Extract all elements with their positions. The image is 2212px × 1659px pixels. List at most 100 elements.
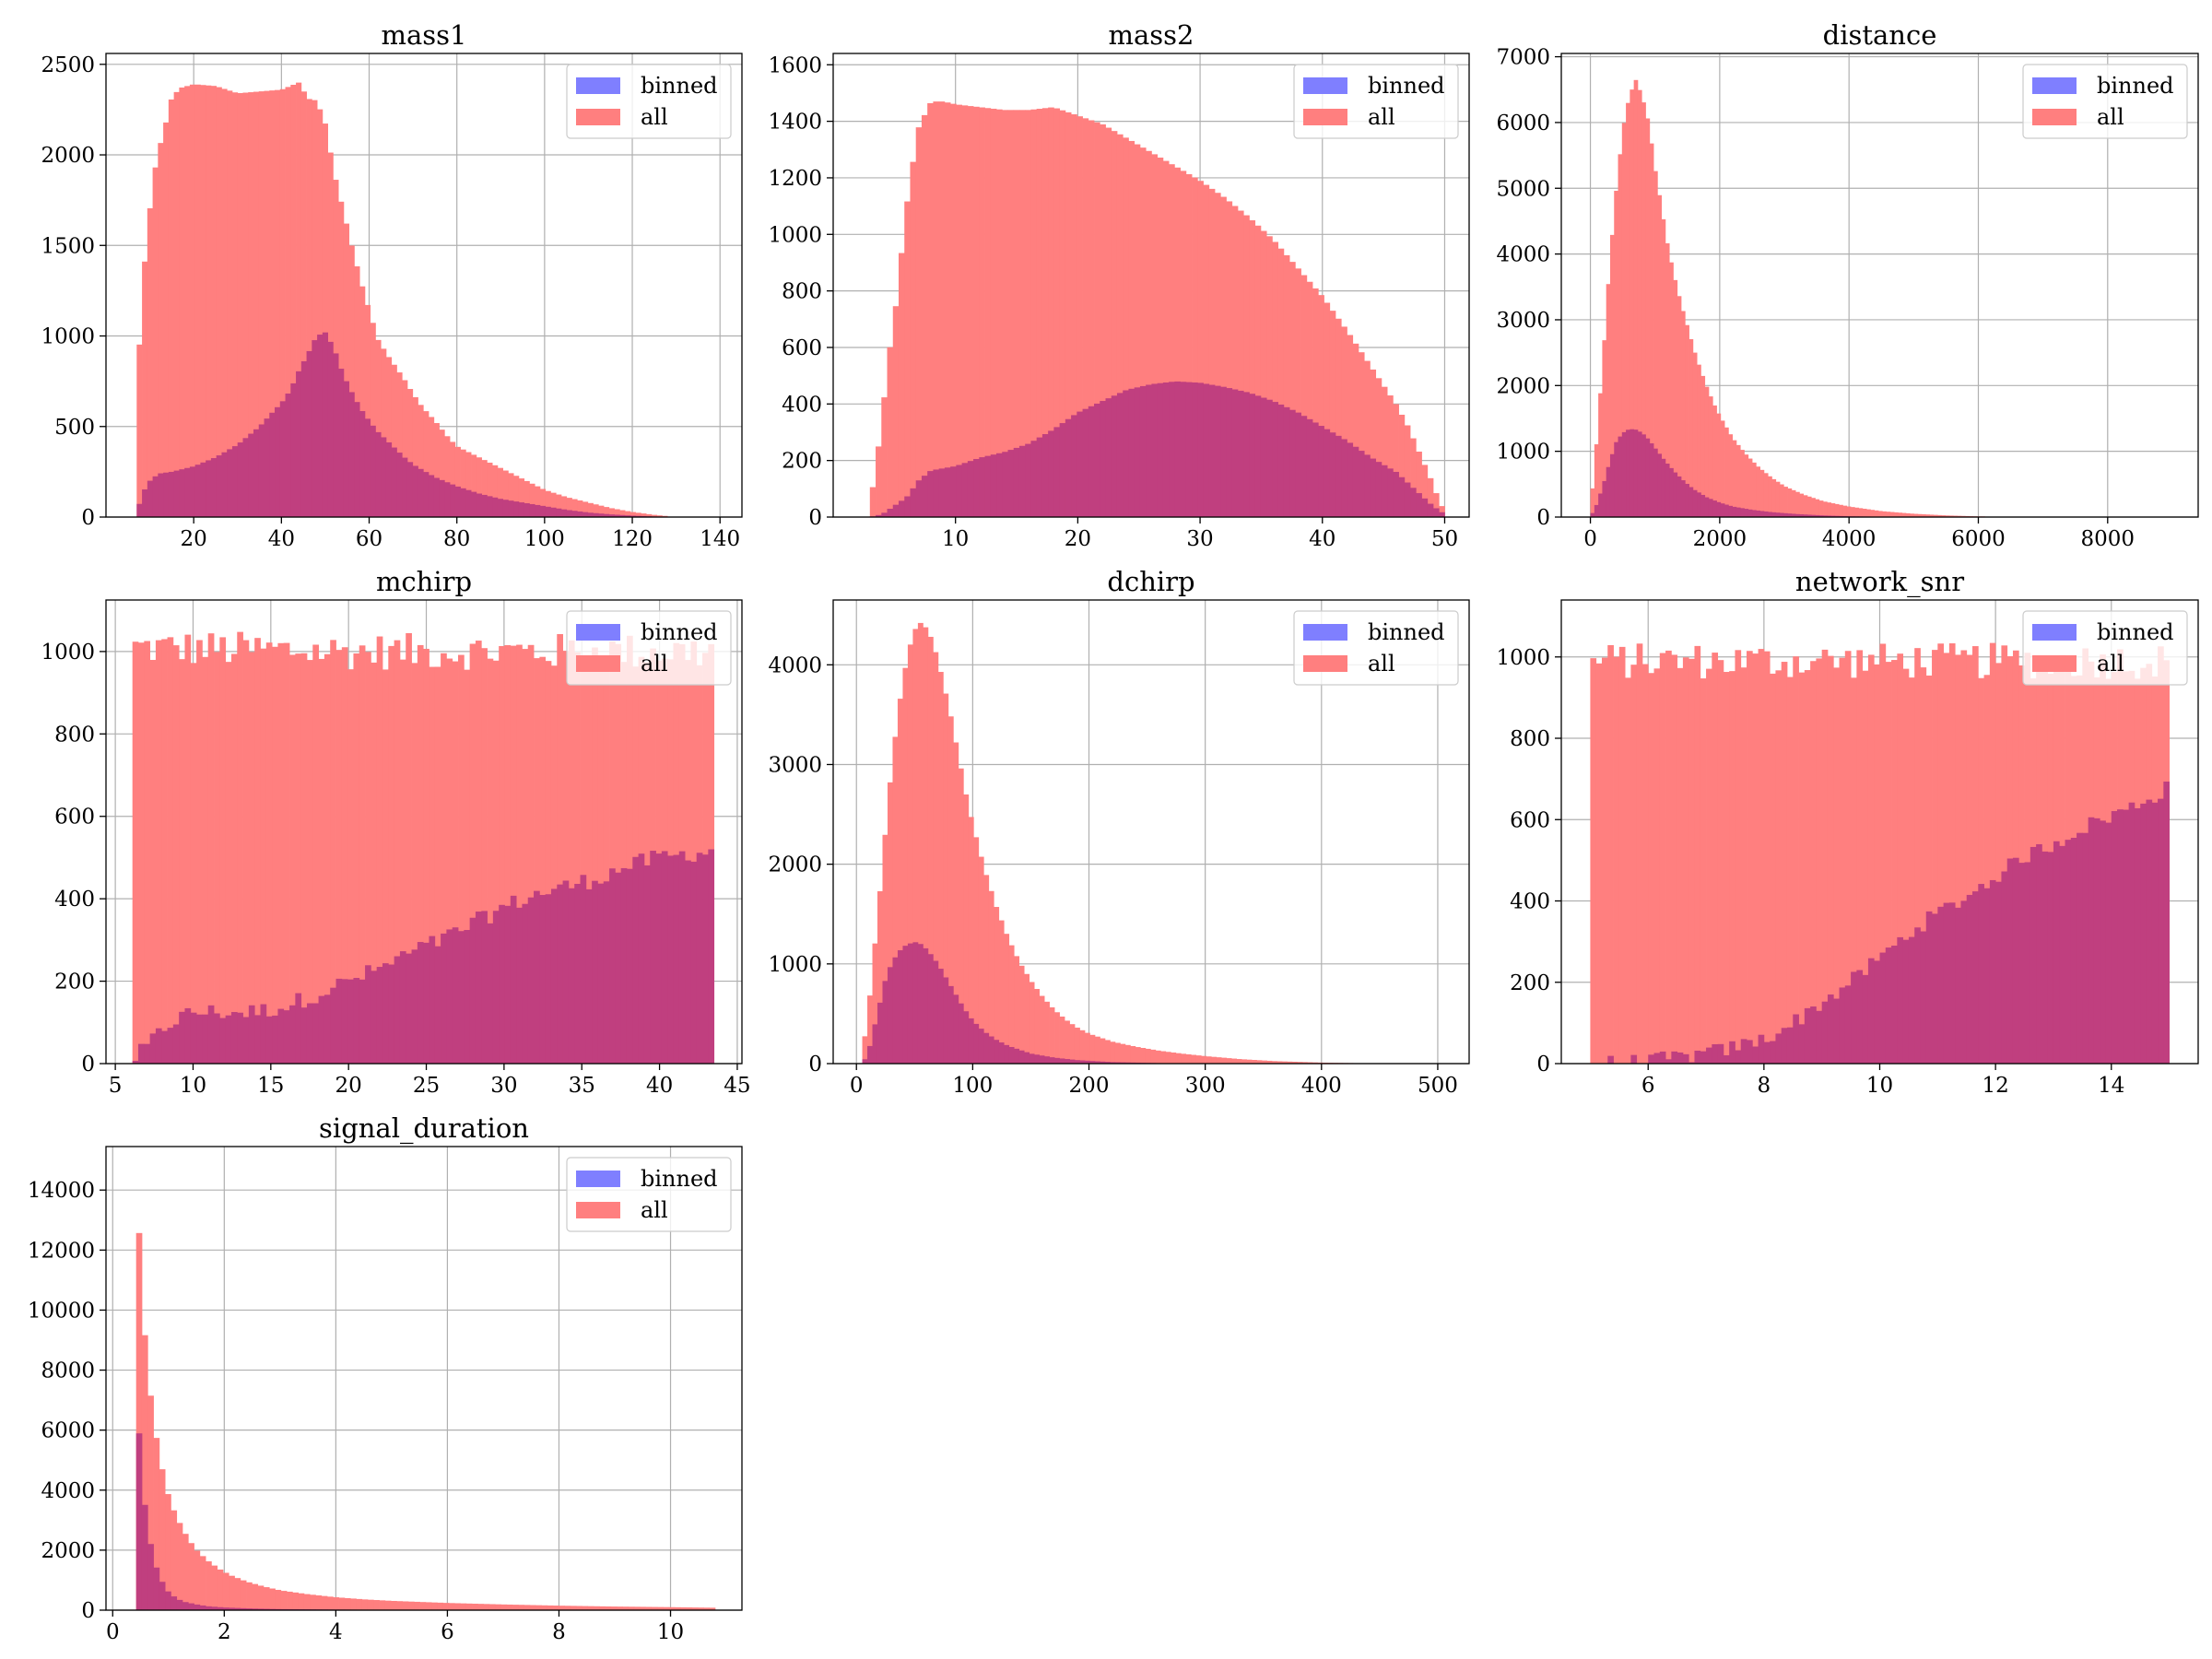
mass2-binned-bar — [927, 471, 934, 517]
mass2-binned-bar — [1111, 395, 1118, 517]
distance-all-bar — [1598, 393, 1603, 517]
distance-all-bar — [1712, 405, 1717, 517]
mchirp-all-bar — [492, 660, 500, 1064]
dchirp-binned-bar — [998, 1042, 1005, 1064]
network-snr-all-bar — [1862, 670, 1869, 1064]
distance-binned-bar — [1799, 514, 1805, 517]
mass2-all-bar — [1203, 184, 1210, 518]
network-snr-binned-bar — [1862, 974, 1869, 1064]
mchirp-binned-bar — [499, 904, 505, 1064]
mass2-binned-bar — [1318, 426, 1324, 517]
mass1-binned-bar — [163, 472, 170, 517]
mchirp-axes-frame — [105, 599, 743, 1065]
distance-ytick-label: 1000 — [1496, 441, 1550, 465]
mchirp-all-bar — [172, 645, 180, 1064]
mass1-all-bar — [216, 87, 222, 517]
distance-all-bar — [1858, 508, 1864, 517]
mchirp-binned-bar — [406, 953, 412, 1064]
mass2-binned-bar — [1289, 409, 1296, 517]
dchirp-binned-bar — [1074, 1060, 1080, 1064]
signal-duration-all-bar — [333, 1597, 339, 1610]
distance-all-bar — [1590, 488, 1595, 517]
signal-duration-all-bar — [344, 1597, 351, 1610]
mass2-xtick-label: 20 — [1065, 527, 1091, 551]
network-snr-all-bar — [2012, 650, 2019, 1064]
mass2-all-bar — [1007, 110, 1015, 517]
mass2-all-bar — [1059, 110, 1066, 517]
mchirp-binned-bar — [661, 851, 668, 1064]
dchirp-all-bar — [1297, 1062, 1303, 1064]
network-snr-all-bar — [1839, 657, 1846, 1064]
mass1-all-bar — [152, 167, 159, 517]
signal-duration-all-bar — [594, 1606, 600, 1610]
network-snr-legend: binned all — [2022, 610, 2188, 686]
dchirp-all-bar — [1044, 1001, 1050, 1064]
mchirp-binned-bar — [359, 979, 366, 1064]
distance-all-bar — [1937, 514, 1942, 517]
signal-duration-all-bar — [350, 1598, 357, 1610]
mchirp-all-bar — [673, 642, 680, 1064]
mass2-all-bar — [1404, 425, 1411, 517]
mass2-binned-bar — [956, 465, 962, 517]
mass1-binned-bar — [608, 514, 615, 517]
distance-binned-bar — [1657, 453, 1662, 517]
network-snr-binned-bar — [2088, 817, 2095, 1064]
mchirp-all-bar — [388, 645, 395, 1064]
network-snr-all-bar — [1937, 643, 1944, 1064]
signal-duration-all-bar — [206, 1561, 212, 1610]
signal-duration-all-bar — [176, 1523, 183, 1610]
network-snr-binned-bar — [2041, 851, 2049, 1064]
mass1-all-bar — [194, 84, 201, 518]
mchirp-binned-bar — [254, 1015, 261, 1064]
mass1-binned-bar — [168, 471, 175, 517]
network-snr-all-bar — [1712, 653, 1719, 1064]
distance-all-bar — [1606, 284, 1611, 517]
dchirp-all-bar — [1049, 1006, 1055, 1064]
mass2-all-bar — [1192, 177, 1198, 517]
distance-binned-bar — [1609, 453, 1615, 517]
signal-duration-ytick-label: 6000 — [41, 1419, 95, 1443]
signal-duration-all-bar — [605, 1606, 612, 1610]
mass1-binned-bar — [556, 508, 562, 517]
signal-duration-all-bar — [640, 1606, 646, 1610]
dchirp-all-bar — [1074, 1027, 1080, 1064]
mass1-binned-bar — [460, 488, 466, 517]
mass1-binned-bar — [539, 505, 547, 517]
mchirp-binned-bar — [568, 888, 575, 1064]
dchirp-all-bar — [983, 875, 990, 1064]
dchirp-xtick-label: 200 — [1069, 1074, 1110, 1098]
distance-all-bar — [1795, 491, 1800, 517]
mass2-all-bar — [1169, 164, 1175, 518]
mass1-ytick-label: 2000 — [41, 144, 95, 168]
mass1-binned-bar — [173, 470, 180, 517]
dchirp-all-bar — [1004, 934, 1010, 1064]
mass1-all-bar — [253, 91, 260, 517]
mchirp-binned-bar — [678, 851, 686, 1064]
mass2-all-bar — [1226, 201, 1233, 517]
distance-binned-bar — [1779, 512, 1784, 517]
mass1-all-bar — [168, 99, 175, 518]
distance-all-bar — [1594, 444, 1599, 517]
mchirp-all-bar — [265, 642, 273, 1064]
mass1-all-bar — [535, 486, 541, 517]
distance-all-bar — [1657, 194, 1662, 517]
dchirp-binned-bar — [1084, 1060, 1090, 1064]
mchirp-binned-bar — [626, 868, 633, 1064]
signal-duration-xtick-label: 4 — [329, 1620, 343, 1644]
dchirp-all-bar — [968, 817, 974, 1064]
subplot-distance: 0 2000 4000 6000 8000 0 1000 2000 3000 4000 5000 60… — [1496, 19, 2199, 551]
mass2-binned-bar — [1162, 382, 1170, 517]
distance-all-bar — [1649, 143, 1654, 517]
mass1-all-bar — [300, 91, 307, 517]
mass2-binned-bar — [1169, 382, 1175, 517]
mass1-binned-bar — [354, 402, 360, 517]
distance-binned-bar — [1697, 492, 1701, 517]
mass2-all-bar — [1065, 112, 1072, 517]
mass2-ytick-label: 200 — [782, 450, 822, 474]
distance-all-bar — [1834, 503, 1840, 517]
mchirp-binned-bar — [673, 854, 680, 1064]
distance-binned-bar — [1641, 434, 1646, 517]
mchirp-ytick-label: 800 — [54, 723, 95, 747]
mass1-binned-bar — [142, 489, 148, 517]
mass2-binned-bar — [1370, 458, 1377, 517]
